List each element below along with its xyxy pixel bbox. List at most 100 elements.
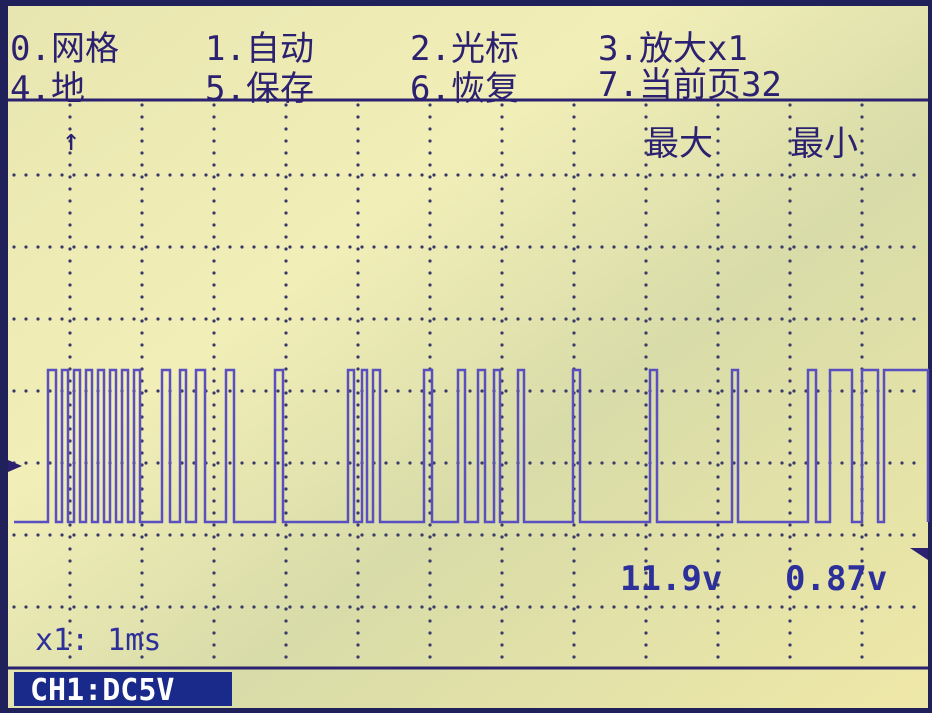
menu-item[interactable]: 4.地 — [10, 69, 85, 109]
grid-dot — [876, 173, 880, 177]
grid-dot — [284, 523, 288, 527]
grid-dot — [816, 533, 820, 537]
grid-dot — [384, 173, 388, 177]
grid-dot — [96, 245, 100, 249]
grid-dot — [540, 317, 544, 321]
grid-dot — [212, 163, 216, 167]
grid-dot — [60, 605, 64, 609]
grid-dot — [756, 173, 760, 177]
grid-dot — [356, 643, 360, 647]
grid-dot — [600, 173, 604, 177]
grid-dot — [860, 331, 864, 335]
grid-dot — [672, 317, 676, 321]
grid-dot — [228, 533, 232, 537]
grid-dot — [636, 245, 640, 249]
grid-dot — [372, 317, 376, 321]
menu-item[interactable]: 3.放大x1 — [598, 29, 748, 69]
menu-item[interactable]: 6.恢复 — [410, 69, 519, 109]
grid-dot — [204, 173, 208, 177]
grid-dot — [672, 389, 676, 393]
grid-dot — [428, 235, 432, 239]
grid-dot — [816, 245, 820, 249]
grid-dot — [788, 535, 792, 539]
grid-dot — [788, 247, 792, 251]
grid-dot — [240, 461, 244, 465]
grid-dot — [788, 115, 792, 119]
grid-dot — [396, 173, 400, 177]
grid-dot — [212, 583, 216, 587]
grid-dot — [428, 127, 432, 131]
grid-dot — [716, 403, 720, 407]
grid-dot — [860, 247, 864, 251]
grid-dot — [788, 487, 792, 491]
grid-dot — [60, 317, 64, 321]
grid-dot — [356, 139, 360, 143]
grid-dot — [68, 559, 72, 563]
grid-dot — [644, 523, 648, 527]
grid-dot — [212, 487, 216, 491]
grid-dot — [612, 173, 616, 177]
grid-dot — [788, 499, 792, 503]
grid-dot — [212, 571, 216, 575]
grid-dot — [528, 461, 532, 465]
grid-dot — [840, 605, 844, 609]
grid-dot — [140, 655, 144, 659]
grid-dot — [900, 605, 904, 609]
menu-item[interactable]: 7.当前页32 — [598, 65, 782, 105]
grid-dot — [788, 235, 792, 239]
grid-dot — [788, 175, 792, 179]
grid-dot — [624, 533, 628, 537]
grid-dot — [212, 187, 216, 191]
grid-dot — [684, 533, 688, 537]
grid-dot — [432, 317, 436, 321]
menu-item[interactable]: 5.保存 — [205, 69, 314, 109]
grid-dot — [212, 631, 216, 635]
menu-item[interactable]: 0.网格 — [10, 29, 119, 69]
grid-dot — [356, 499, 360, 503]
grid-dot — [444, 605, 448, 609]
grid-dot — [684, 245, 688, 249]
grid-dot — [644, 643, 648, 647]
grid-dot — [428, 631, 432, 635]
grid-dot — [552, 245, 556, 249]
grid-dot — [644, 247, 648, 251]
grid-dot — [588, 461, 592, 465]
grid-dot — [156, 533, 160, 537]
grid-dot — [572, 151, 576, 155]
grid-dot — [644, 355, 648, 359]
grid-dot — [788, 571, 792, 575]
grid-dot — [288, 461, 292, 465]
grid-dot — [644, 403, 648, 407]
grid-dot — [716, 547, 720, 551]
menu-item[interactable]: 1.自动 — [205, 29, 314, 69]
grid-dot — [788, 415, 792, 419]
menu-item[interactable]: 2.光标 — [410, 29, 519, 69]
grid-dot — [716, 259, 720, 263]
grid-dot — [860, 547, 864, 551]
grid-dot — [572, 631, 576, 635]
grid-dot — [284, 295, 288, 299]
grid-dot — [888, 533, 892, 537]
grid-dot — [312, 533, 316, 537]
grid-dot — [356, 199, 360, 203]
grid-dot — [860, 655, 864, 659]
grid-dot — [720, 533, 724, 537]
grid-dot — [456, 605, 460, 609]
grid-dot — [180, 173, 184, 177]
grid-dot — [468, 533, 472, 537]
level-marker — [8, 460, 22, 472]
grid-dot — [788, 271, 792, 275]
grid-dot — [564, 245, 568, 249]
grid-dot — [540, 245, 544, 249]
grid-dot — [284, 487, 288, 491]
grid-dot — [572, 655, 576, 659]
grid-dot — [528, 389, 532, 393]
grid-dot — [356, 343, 360, 347]
grid-dot — [572, 355, 576, 359]
grid-dot — [284, 607, 288, 611]
timebase: x1: 1ms — [35, 623, 161, 658]
grid-dot — [500, 547, 504, 551]
grid-dot — [828, 317, 832, 321]
grid-dot — [876, 605, 880, 609]
grid-dot — [572, 535, 576, 539]
